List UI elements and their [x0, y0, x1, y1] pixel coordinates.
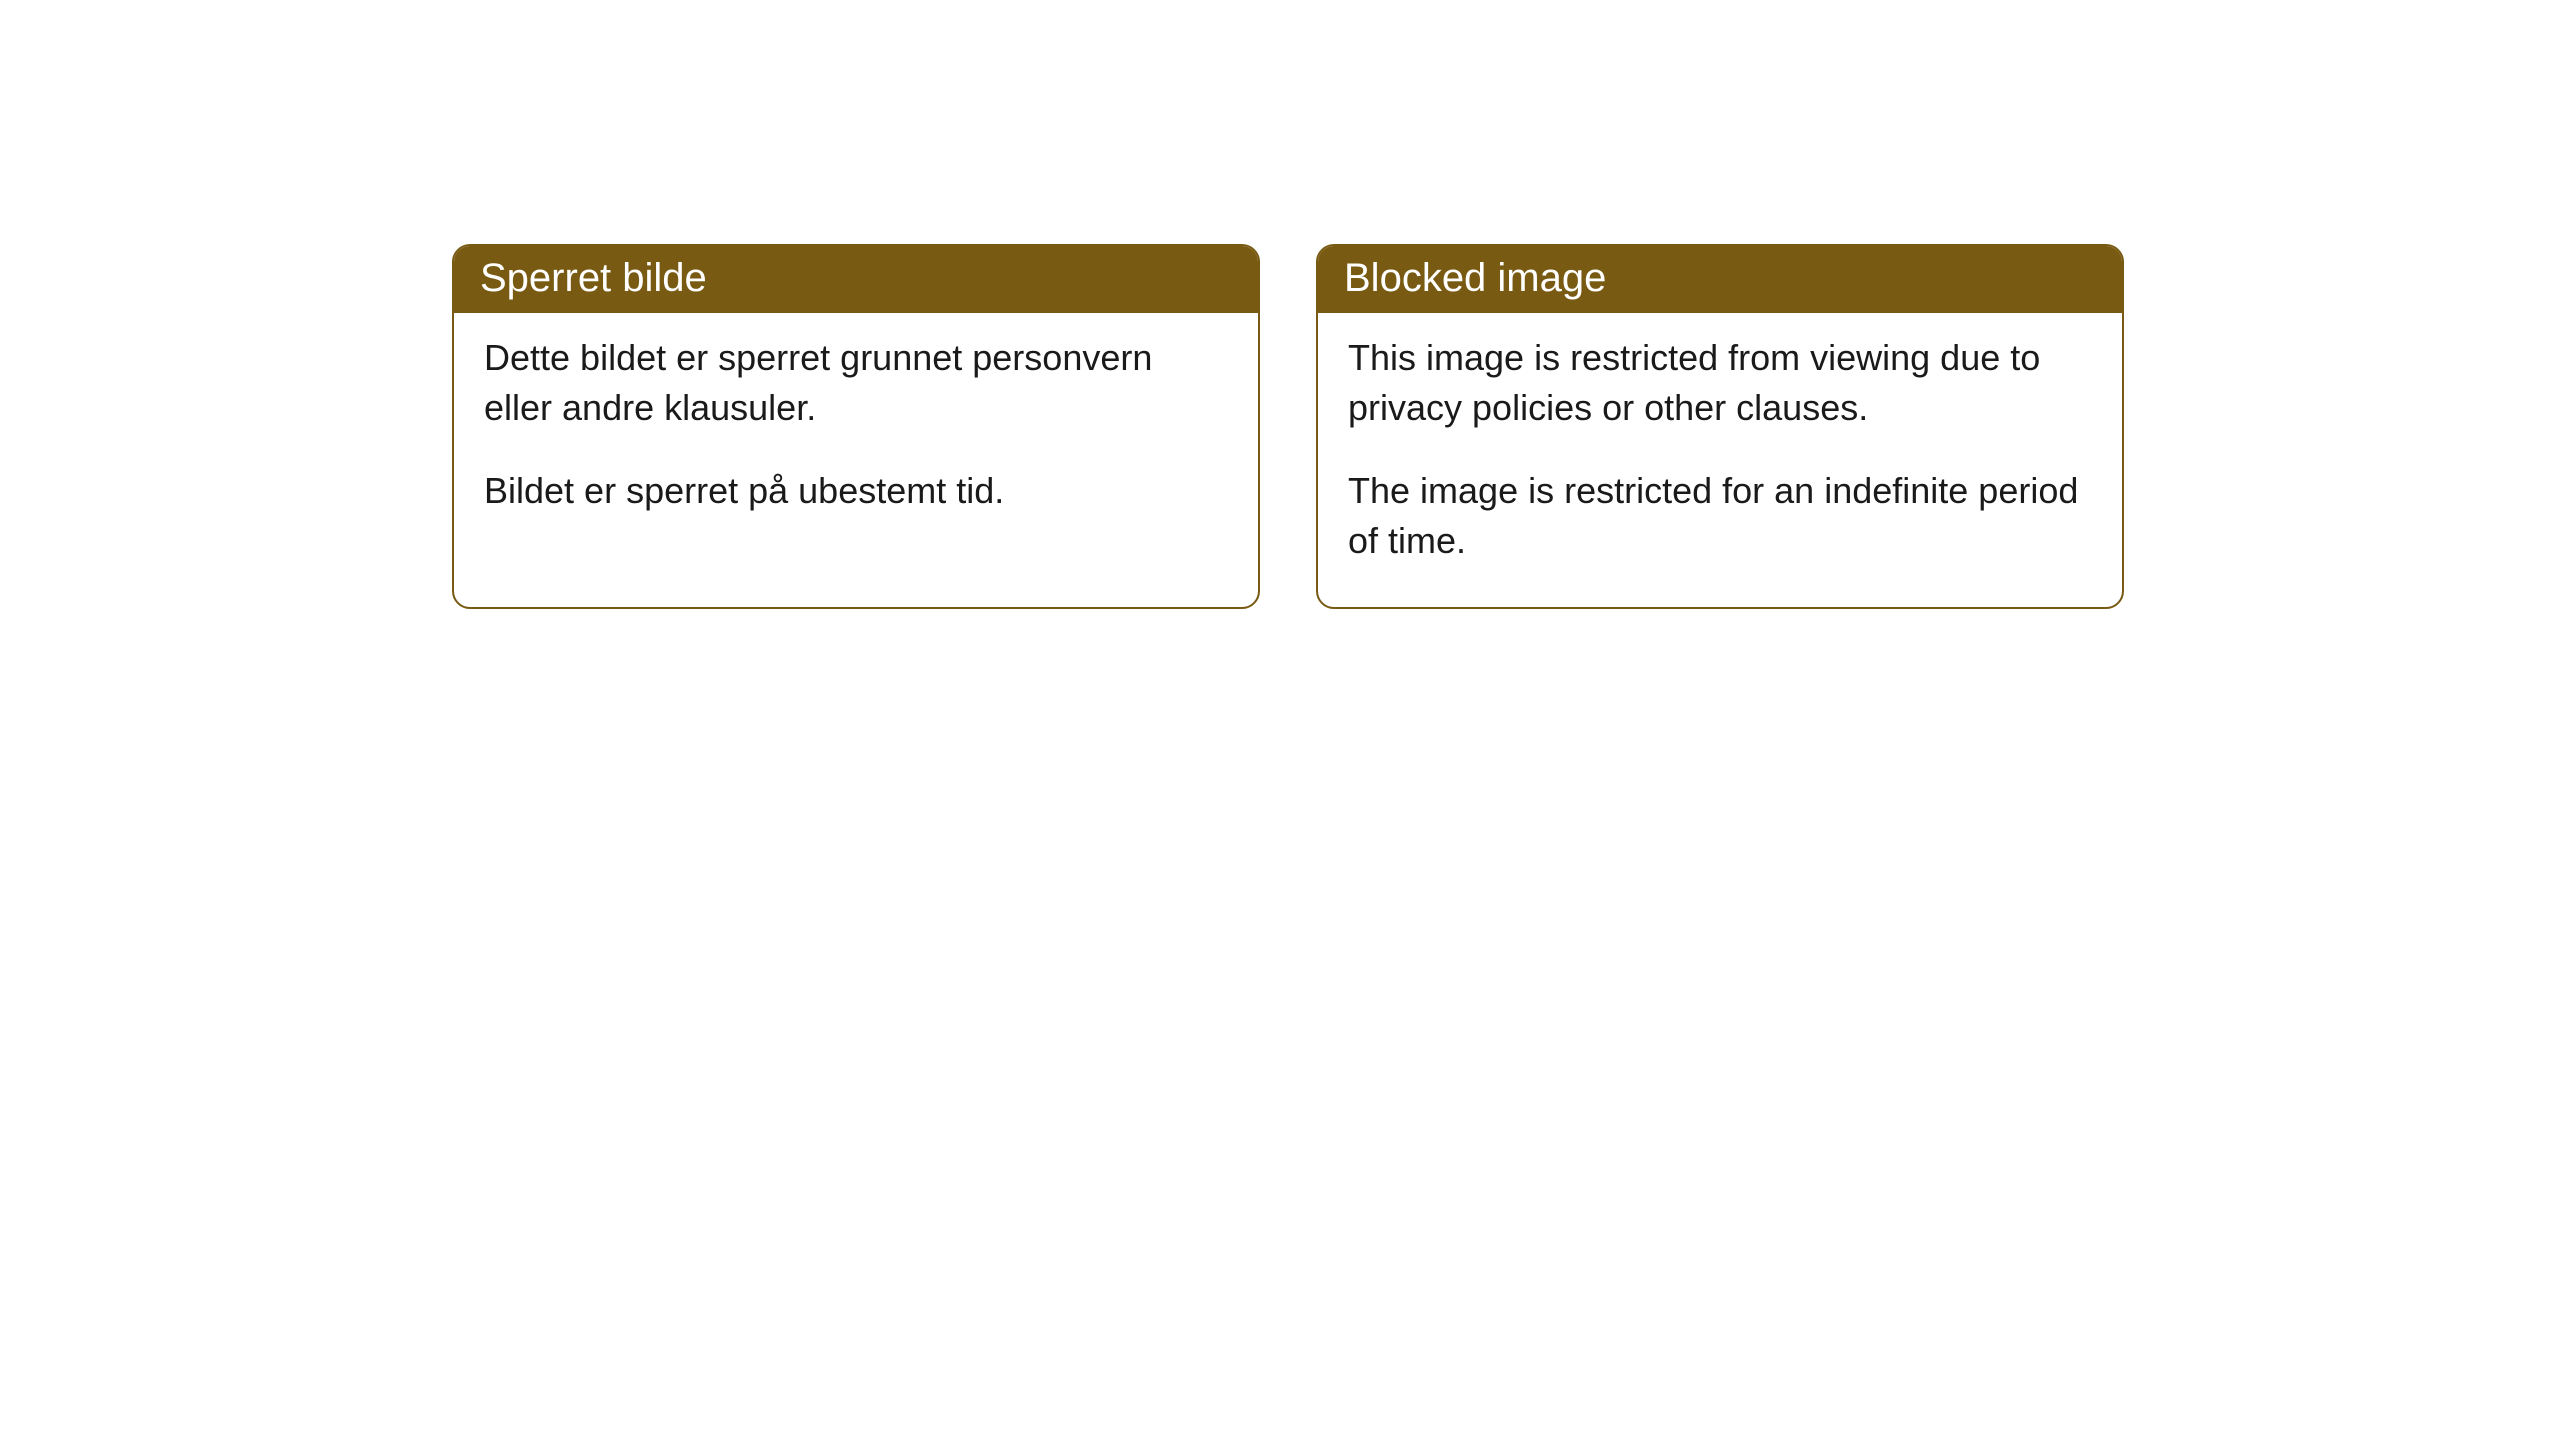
card-title: Blocked image [1344, 256, 1606, 300]
card-header: Blocked image [1318, 246, 2122, 313]
card-header: Sperret bilde [454, 246, 1258, 313]
card-body: Dette bildet er sperret grunnet personve… [454, 313, 1258, 556]
card-paragraph: The image is restricted for an indefinit… [1348, 466, 2092, 567]
notice-card-norwegian: Sperret bilde Dette bildet er sperret gr… [452, 244, 1260, 609]
card-paragraph: Dette bildet er sperret grunnet personve… [484, 333, 1228, 434]
notice-card-english: Blocked image This image is restricted f… [1316, 244, 2124, 609]
card-title: Sperret bilde [480, 256, 707, 300]
card-paragraph: Bildet er sperret på ubestemt tid. [484, 466, 1228, 516]
card-paragraph: This image is restricted from viewing du… [1348, 333, 2092, 434]
notice-cards-container: Sperret bilde Dette bildet er sperret gr… [452, 244, 2124, 609]
card-body: This image is restricted from viewing du… [1318, 313, 2122, 607]
